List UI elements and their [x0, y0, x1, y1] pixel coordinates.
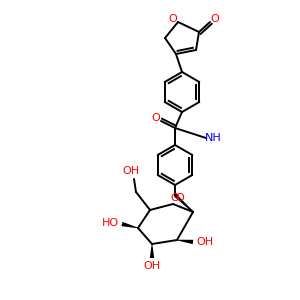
Text: O: O	[176, 193, 184, 203]
Text: OH: OH	[143, 261, 161, 271]
Text: O: O	[152, 113, 160, 123]
Text: OH: OH	[196, 237, 214, 247]
Polygon shape	[174, 194, 193, 212]
Polygon shape	[177, 240, 193, 244]
Text: NH: NH	[205, 133, 221, 143]
Polygon shape	[122, 222, 138, 228]
Text: O: O	[211, 14, 219, 24]
Text: OH: OH	[122, 166, 140, 176]
Text: O: O	[171, 193, 179, 203]
Text: HO: HO	[101, 218, 118, 228]
Text: O: O	[169, 14, 177, 24]
Polygon shape	[150, 244, 154, 258]
